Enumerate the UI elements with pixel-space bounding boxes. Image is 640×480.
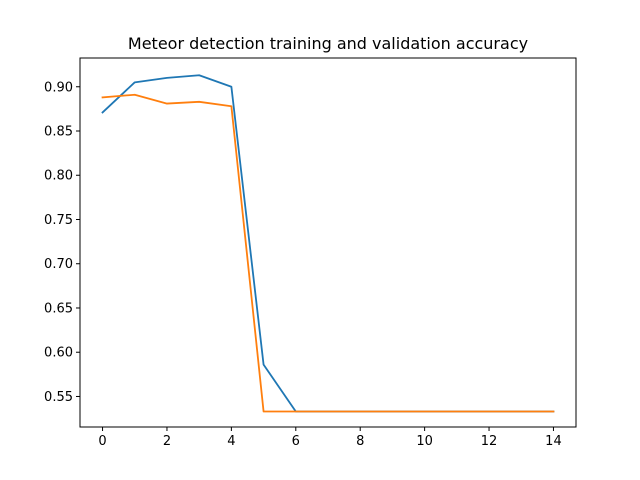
x-tick-label: 4	[227, 434, 235, 449]
axes-layer: 0 2 4 6 8 10 12 14 0.55 0.60 0.65 0.70 0.75 0.80 0.85 0…	[44, 57, 577, 449]
series-line-2	[101, 93, 555, 413]
y-tick-label: 0.60	[44, 346, 73, 361]
plot-area	[80, 58, 576, 427]
x-tick-label: 12	[481, 434, 498, 449]
plot-background	[80, 58, 576, 427]
y-tick-label: 0.70	[44, 257, 73, 272]
y-tick-label: 0.65	[44, 301, 73, 316]
x-tick-label: 8	[356, 434, 364, 449]
y-tick-label: 0.85	[44, 125, 73, 140]
y-tick-label: 0.75	[44, 213, 73, 228]
x-tick-label: 10	[416, 434, 433, 449]
x-tick-label: 14	[545, 434, 562, 449]
x-tick-label: 2	[163, 434, 171, 449]
y-tick-label: 0.80	[44, 169, 73, 184]
chart-title: Meteor detection training and validation…	[128, 34, 528, 53]
series-layer	[101, 74, 555, 413]
x-tick-label: 6	[292, 434, 300, 449]
x-tick-label: 0	[98, 434, 106, 449]
y-tick-label: 0.90	[44, 80, 73, 95]
axes-frame	[79, 57, 577, 428]
y-tick-label: 0.55	[44, 390, 73, 405]
